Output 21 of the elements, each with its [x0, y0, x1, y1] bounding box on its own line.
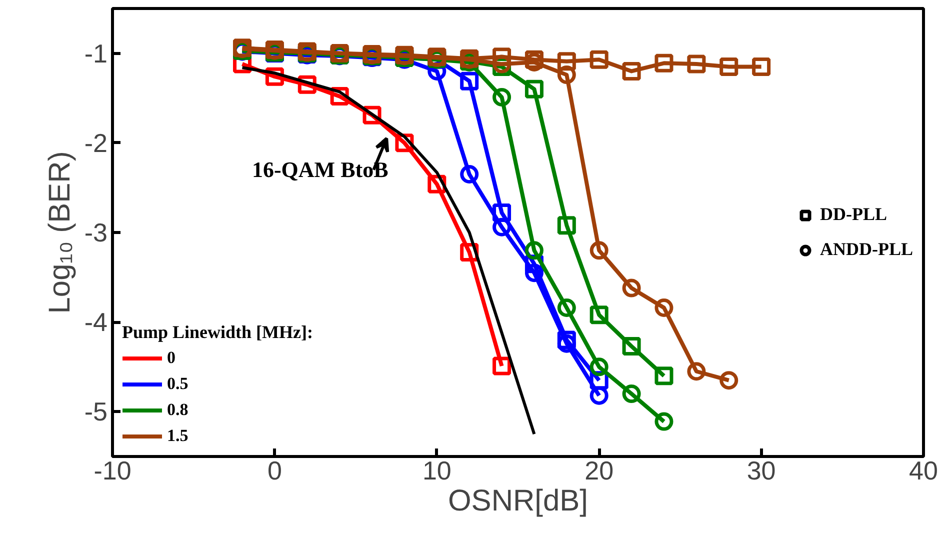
x-tick-label: 30	[746, 456, 776, 486]
legend-label: DD-PLL	[820, 204, 887, 225]
x-axis-title: OSNR[dB]	[448, 484, 588, 518]
x-tick-label: -10	[94, 456, 132, 486]
legend-label: 0.8	[167, 400, 188, 420]
legend-label: 0.5	[167, 374, 188, 394]
legend-label: 1.5	[167, 426, 188, 446]
y-axis-title: Log₁₀ (BER)	[43, 151, 76, 314]
y-tick-label: -5	[84, 396, 108, 427]
legend-title: Pump Linewidth [MHz]:	[122, 322, 313, 343]
annotation: 16-QAM BtoB	[252, 156, 389, 182]
y-tick-label: -1	[84, 38, 108, 68]
legend-label: 0	[167, 348, 176, 368]
y-tick-label: -4	[84, 307, 108, 338]
y-tick-label: -3	[84, 218, 108, 248]
x-tick-label: 20	[584, 456, 614, 486]
x-tick-label: 40	[909, 456, 938, 486]
x-tick-label: 0	[267, 456, 282, 486]
legend-label: ANDD-PLL	[820, 239, 913, 260]
y-tick-label: -2	[84, 128, 108, 158]
x-tick-label: 10	[422, 456, 452, 486]
